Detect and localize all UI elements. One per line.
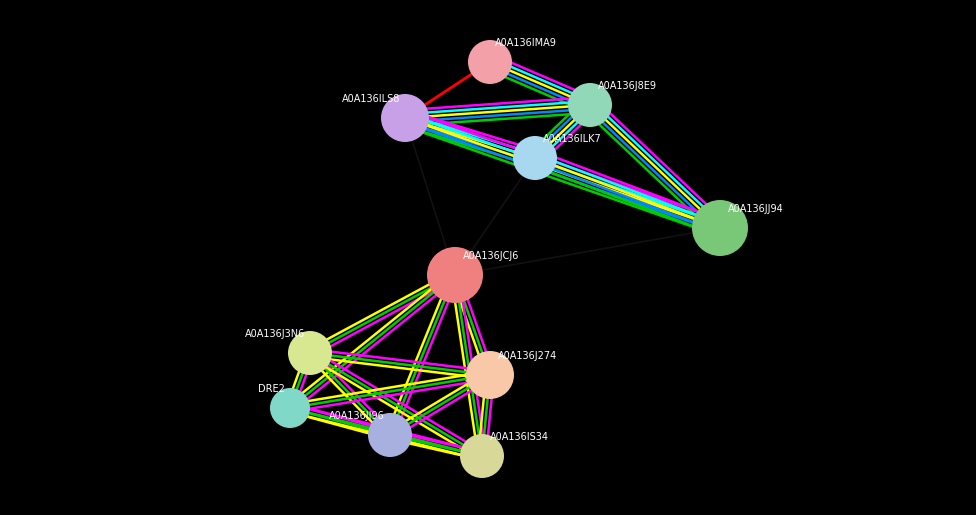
Text: A0A136J274: A0A136J274	[498, 351, 557, 361]
Text: A0A136ILK7: A0A136ILK7	[543, 134, 602, 144]
Ellipse shape	[468, 40, 512, 84]
Text: A0A136IS34: A0A136IS34	[490, 432, 549, 442]
Text: A0A136J8E9: A0A136J8E9	[598, 81, 657, 91]
Text: A0A136IMA9: A0A136IMA9	[495, 38, 557, 48]
Text: A0A136JJ94: A0A136JJ94	[728, 204, 784, 214]
Ellipse shape	[368, 413, 412, 457]
Text: DRE2: DRE2	[258, 384, 285, 394]
Ellipse shape	[381, 94, 429, 142]
Text: A0A136JI96: A0A136JI96	[329, 411, 385, 421]
Ellipse shape	[466, 351, 514, 399]
Ellipse shape	[692, 200, 748, 256]
Text: A0A136J3N6: A0A136J3N6	[245, 329, 305, 339]
Ellipse shape	[460, 434, 504, 478]
Text: A0A136ILS8: A0A136ILS8	[342, 94, 400, 104]
Text: A0A136JCJ6: A0A136JCJ6	[463, 251, 519, 261]
Ellipse shape	[288, 331, 332, 375]
Ellipse shape	[427, 247, 483, 303]
Ellipse shape	[568, 83, 612, 127]
Ellipse shape	[513, 136, 557, 180]
Ellipse shape	[270, 388, 310, 428]
